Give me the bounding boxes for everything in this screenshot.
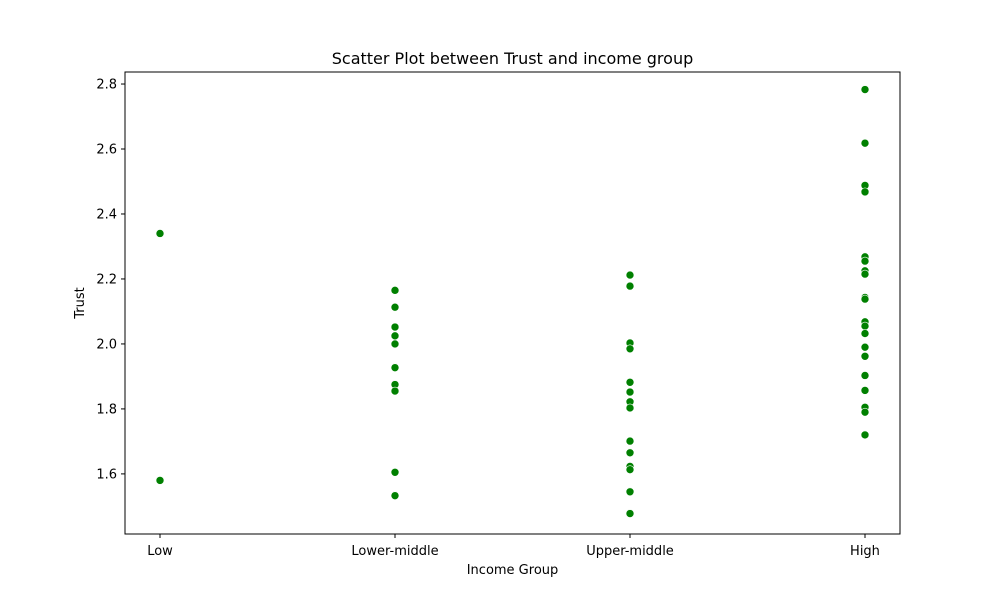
data-point bbox=[390, 363, 400, 372]
x-tick-label: Upper-middle bbox=[586, 544, 674, 559]
data-point bbox=[625, 465, 635, 474]
data-point bbox=[860, 256, 870, 266]
data-point bbox=[390, 302, 400, 312]
data-point bbox=[860, 294, 870, 304]
y-tick-label: 2.6 bbox=[96, 143, 117, 158]
y-tick-label: 2.8 bbox=[96, 78, 117, 93]
data-point bbox=[625, 436, 635, 446]
data-point bbox=[860, 371, 870, 380]
x-axis-label: Income Group bbox=[467, 563, 559, 578]
data-point bbox=[390, 322, 400, 332]
data-point bbox=[625, 448, 635, 458]
data-point bbox=[625, 403, 635, 413]
y-axis: 1.6 1.8 2.0 2.2 2.4 2.6 2.8 bbox=[96, 78, 125, 482]
y-tick-label: 1.6 bbox=[96, 467, 117, 482]
plot-area-frame bbox=[124, 71, 901, 535]
data-point bbox=[625, 344, 635, 354]
y-tick-label: 2.2 bbox=[96, 272, 117, 287]
data-point bbox=[390, 467, 400, 477]
data-point bbox=[860, 342, 870, 352]
data-point bbox=[860, 430, 870, 440]
data-point bbox=[390, 386, 400, 396]
data-point bbox=[155, 476, 165, 485]
data-point bbox=[390, 339, 400, 349]
data-point bbox=[155, 229, 165, 238]
chart-title: Scatter Plot between Trust and income gr… bbox=[332, 49, 694, 68]
data-point bbox=[860, 138, 870, 148]
data-point bbox=[860, 351, 870, 361]
y-tick-label: 1.8 bbox=[96, 402, 117, 417]
y-tick-label: 2.4 bbox=[96, 207, 117, 222]
data-point bbox=[860, 321, 870, 331]
data-point bbox=[625, 270, 635, 280]
y-axis-label: Trust bbox=[73, 287, 88, 319]
y-tick-label: 2.0 bbox=[96, 337, 117, 352]
data-point bbox=[860, 407, 870, 417]
data-point bbox=[860, 386, 870, 395]
data-point bbox=[390, 331, 400, 341]
data-point bbox=[860, 269, 870, 279]
data-point bbox=[390, 491, 400, 500]
data-point bbox=[860, 187, 870, 197]
data-point bbox=[625, 387, 635, 397]
x-tick-label: Lower-middle bbox=[351, 544, 438, 559]
data-point bbox=[625, 281, 635, 291]
data-point bbox=[860, 85, 870, 94]
data-points bbox=[155, 85, 870, 518]
data-point bbox=[625, 377, 635, 387]
data-point bbox=[860, 329, 870, 338]
x-axis: Low Lower-middle Upper-middle High bbox=[147, 534, 880, 559]
data-point bbox=[390, 286, 400, 295]
data-point bbox=[625, 509, 635, 518]
x-tick-label: Low bbox=[147, 544, 173, 559]
x-tick-label: High bbox=[850, 544, 880, 559]
data-point bbox=[625, 487, 635, 497]
